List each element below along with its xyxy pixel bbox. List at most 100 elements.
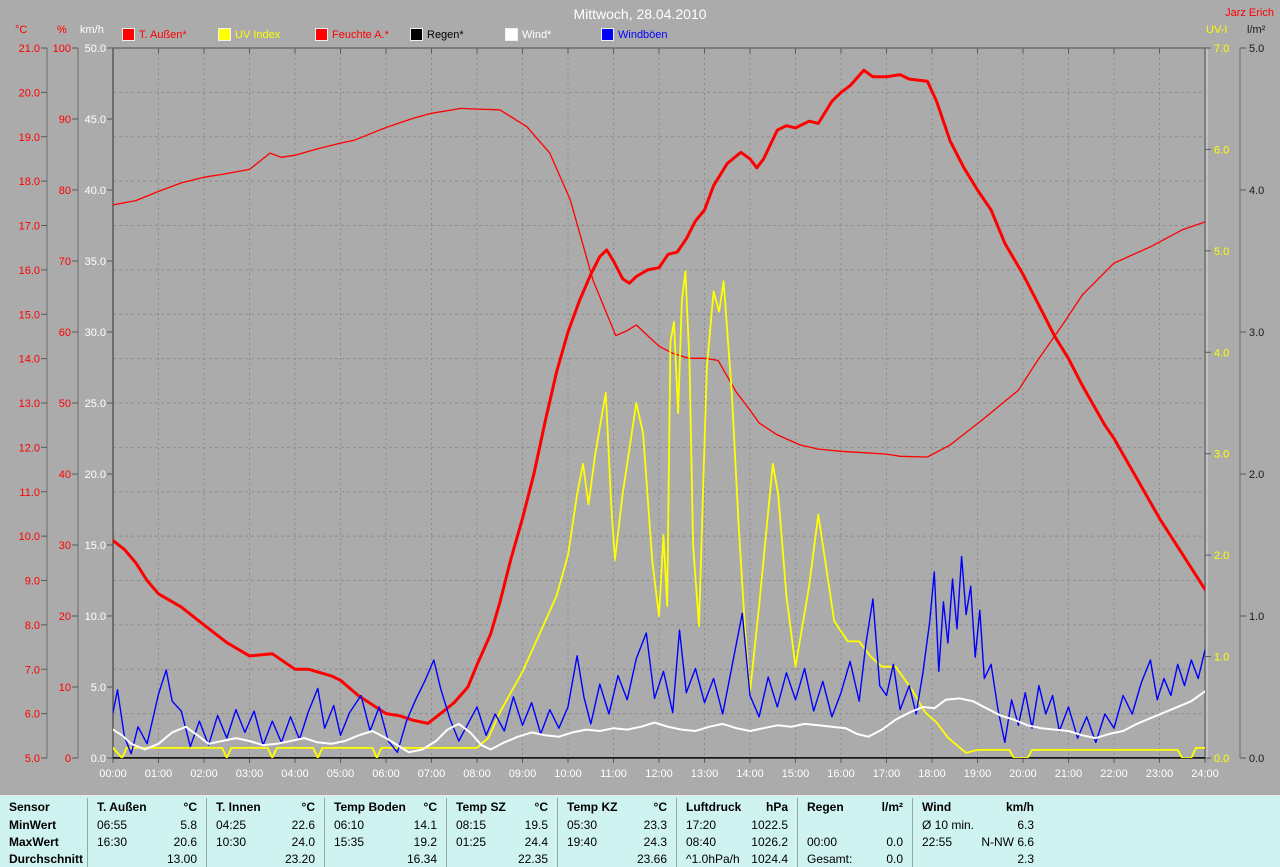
stats-measure-value: 6.3 [1017,817,1034,832]
axis-tick-label-rain: 2.0 [1249,469,1264,481]
stats-cell-wind: Ø 10 min. 6.3 [913,816,1043,833]
axis-tick-label-uv: 6.0 [1214,144,1229,156]
series-line-temp_out [113,68,1205,725]
stats-time-value: 10:30 [216,834,247,849]
stats-measure-value: 16.34 [406,851,437,866]
x-axis-tick-label: 08:00 [463,768,491,780]
stats-col-unit: °C [653,800,667,814]
stats-cell-temp-sz: 22.35 [447,850,558,867]
axis-tick-label-uv: 2.0 [1214,550,1229,562]
stats-time-value: 06:10 [334,817,365,832]
axis-tick-label-temp: 6.0 [25,709,40,721]
legend-item-regen-: Regen* [410,28,464,41]
chart-panel: Mittwoch, 28.04.2010 Jarz Erich °C % km/… [0,6,1280,780]
axis-tick-label-temp: 17.0 [19,221,40,233]
axis-tick-label-hum: 80 [59,185,71,197]
series-line-wind [113,690,1205,754]
stats-cell-temp-kz: 19:40 24.3 [558,833,677,850]
stats-cell-luftdruck: 08:40 1026.2 [677,833,798,850]
axis-tick-label-hum: 70 [59,256,71,268]
stats-measure-value: 22.35 [517,851,548,866]
stats-filler [1043,850,1280,867]
x-axis-tick-label: 15:00 [782,768,810,780]
legend-label: T. Außen* [139,28,187,41]
stats-measure-value: 20.6 [173,834,197,849]
axis-tick-label-uv: 4.0 [1214,347,1229,359]
series-line-gusts [113,555,1205,755]
stats-cell-t-innen: 23.20 [207,850,325,867]
stats-time-value: 04:25 [216,817,247,832]
axis-tick-label-temp: 13.0 [19,398,40,410]
stats-cell-temp-kz: Temp KZ °C [558,798,677,816]
stats-filler [1043,798,1280,816]
stats-time-value: 06:55 [97,817,128,832]
stats-measure-value: 22.6 [291,817,315,832]
axis-tick-label-hum: 30 [59,540,71,552]
x-axis-tick-label: 10:00 [554,768,582,780]
chart-legend: T. Außen* UV Index Feuchte A.* Regen* Wind* W… [0,28,1280,42]
stats-cell-temp-boden: 06:10 14.1 [325,816,447,833]
axis-tick-label-uv: 5.0 [1214,246,1229,258]
stats-col-unit: °C [423,800,437,814]
stats-col-unit: hPa [765,800,788,814]
stats-col-unit: °C [301,800,315,814]
x-axis-tick-label: 19:00 [964,768,992,780]
stats-filler [1043,816,1280,833]
stats-row-label: MinWert [0,816,88,833]
x-axis-tick-label: 04:00 [281,768,309,780]
stats-measure-value: 19.2 [413,834,437,849]
x-axis-tick-label: 22:00 [1100,768,1128,780]
stats-col-name: Luftdruck [686,800,742,814]
stats-col-name: Temp SZ [456,800,506,814]
x-axis-tick-label: 03:00 [236,768,264,780]
stats-cell-luftdruck: Luftdruck hPa [677,798,798,816]
legend-label: Wind* [522,28,552,41]
legend-label: UV Index [235,28,281,41]
stats-time-value: 22:55 [922,834,953,849]
stats-cell-temp-sz: 01:25 24.4 [447,833,558,850]
axis-tick-label-rain: 4.0 [1249,185,1264,197]
axis-tick-label-hum: 40 [59,469,71,481]
axis-tick-label-rain: 3.0 [1249,327,1264,339]
stats-cell-t-au-en: 06:55 5.8 [88,816,207,833]
axis-tick-label-temp: 10.0 [19,531,40,543]
axis-tick-label-uv: 7.0 [1214,43,1229,55]
x-axis-tick-label: 24:00 [1191,768,1219,780]
axis-tick-label-temp: 19.0 [19,132,40,144]
stats-time-value: 08:40 [686,834,717,849]
axis-tick-label-wind: 35.0 [85,256,106,268]
legend-item-wind-: Wind* [505,28,552,41]
axis-tick-label-wind: 0.0 [91,753,106,765]
x-axis-tick-label: 12:00 [645,768,673,780]
stats-time-value: Ø 10 min. [922,817,975,832]
axis-tick-label-hum: 20 [59,611,71,623]
stats-cell-t-au-en: T. Außen °C [88,798,207,816]
stats-time-value: 15:35 [334,834,365,849]
stats-measure-value: 0.0 [886,834,903,849]
stats-col-unit: °C [183,800,197,814]
stats-time-value: 00:00 [807,834,838,849]
x-axis-tick-label: 17:00 [873,768,901,780]
stats-time-value: 16:30 [97,834,128,849]
stats-cell-regen: Gesamt: 0.0 [798,850,913,867]
chart-title: Mittwoch, 28.04.2010 [573,6,707,22]
axis-tick-label-temp: 16.0 [19,265,40,277]
axis-tick-label-hum: 90 [59,114,71,126]
x-axis-tick-label: 07:00 [418,768,446,780]
stats-cell-regen: Regen l/m² [798,798,913,816]
stats-cell-wind: Wind km/h [913,798,1043,816]
legend-swatch-icon [505,28,518,41]
x-axis-tick-label: 13:00 [691,768,719,780]
stats-time-value: 08:15 [456,817,487,832]
legend-item-feuchte-a-: Feuchte A.* [315,28,389,41]
axis-tick-label-temp: 21.0 [19,43,40,55]
x-axis-tick-label: 18:00 [918,768,946,780]
legend-item-windb-en: Windböen [601,28,668,41]
stats-measure-value: 1024.4 [751,851,788,866]
axis-tick-label-uv: 1.0 [1214,652,1229,664]
stats-filler [1043,833,1280,850]
stats-col-name: T. Innen [216,800,261,814]
x-axis-tick-label: 01:00 [145,768,173,780]
stats-measure-value: 19.5 [524,817,548,832]
